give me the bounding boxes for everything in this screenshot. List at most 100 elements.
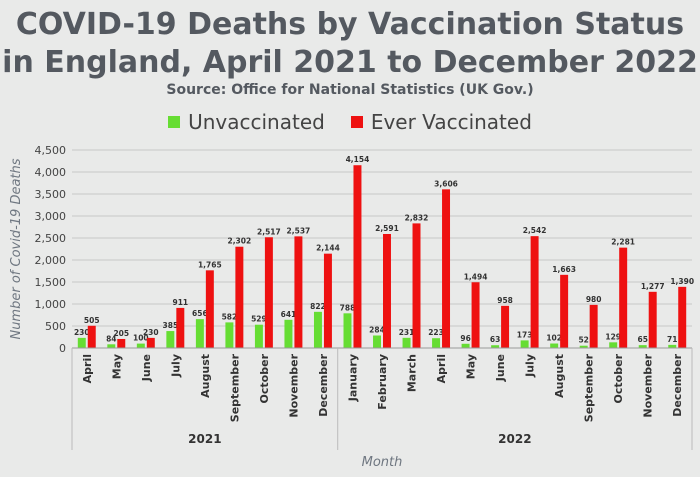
bar-unvaccinated (461, 343, 470, 348)
x-tick-label: September (583, 353, 596, 422)
x-tick-label: June (140, 354, 153, 382)
data-label-unvaccinated: 230 (74, 328, 90, 337)
data-label-ever-vaccinated: 205 (113, 329, 129, 338)
chart-legend: Unvaccinated Ever Vaccinated (0, 110, 700, 134)
legend-label-unvaccinated: Unvaccinated (188, 110, 325, 134)
data-label-ever-vaccinated: 2,591 (375, 224, 399, 233)
x-tick-label: April (435, 354, 448, 383)
y-axis-label: Number of Covid-19 Deaths (9, 158, 24, 339)
bar-ever-vaccinated (383, 233, 391, 348)
x-tick-label: August (553, 354, 566, 398)
bar-unvaccinated (668, 344, 677, 348)
bar-unvaccinated (77, 337, 86, 348)
data-label-ever-vaccinated: 230 (143, 328, 159, 337)
bar-unvaccinated (520, 340, 529, 348)
x-tick-label: March (406, 354, 419, 392)
bar-unvaccinated (373, 335, 381, 348)
bar-unvaccinated (254, 324, 263, 348)
data-label-unvaccinated: 223 (428, 328, 444, 337)
bar-unvaccinated (638, 345, 647, 348)
legend-swatch-unvaccinated (168, 116, 181, 128)
x-tick-label: December (317, 353, 330, 416)
chart-title: COVID-19 Deaths by Vaccination Status in… (2, 7, 698, 80)
legend-swatch-ever-vaccinated (350, 116, 363, 128)
data-label-ever-vaccinated: 2,537 (287, 226, 311, 235)
data-label-unvaccinated: 529 (251, 315, 267, 324)
bar-unvaccinated (491, 345, 500, 348)
x-tick-label: October (258, 353, 271, 403)
data-label-ever-vaccinated: 2,832 (405, 213, 429, 222)
bar-ever-vaccinated (264, 237, 273, 348)
x-tick-label: July (524, 354, 537, 378)
bar-ever-vaccinated (146, 337, 155, 348)
data-label-unvaccinated: 84 (106, 334, 116, 343)
bar-ever-vaccinated (294, 236, 303, 348)
data-label-ever-vaccinated: 958 (497, 296, 513, 305)
x-tick-label: February (376, 354, 389, 410)
bar-ever-vaccinated (619, 247, 628, 348)
y-tick-label: 500 (45, 320, 66, 333)
data-label-unvaccinated: 71 (667, 335, 677, 344)
year-group-label: 2022 (498, 432, 531, 446)
data-label-ever-vaccinated: 3,606 (434, 179, 458, 188)
bar-ever-vaccinated (353, 165, 362, 348)
bar-unvaccinated (579, 345, 588, 348)
bar-ever-vaccinated (117, 338, 126, 348)
y-tick-label: 2,000 (35, 254, 67, 267)
y-tick-label: 4,500 (35, 144, 67, 157)
data-label-ever-vaccinated: 2,144 (316, 244, 340, 253)
data-label-unvaccinated: 173 (517, 330, 533, 339)
x-tick-label: May (465, 354, 478, 379)
x-tick-label: December (671, 353, 684, 416)
data-label-unvaccinated: 656 (192, 309, 208, 318)
year-group-label: 2021 (188, 432, 221, 446)
data-label-ever-vaccinated: 2,542 (523, 226, 547, 235)
bar-ever-vaccinated (678, 286, 687, 348)
y-tick-label: 1,000 (35, 298, 67, 311)
x-tick-label: January (346, 354, 359, 402)
data-label-ever-vaccinated: 1,494 (464, 272, 488, 281)
x-tick-label: June (494, 354, 507, 382)
data-label-unvaccinated: 385 (163, 321, 179, 330)
data-label-unvaccinated: 102 (546, 334, 562, 343)
data-label-unvaccinated: 52 (578, 336, 588, 345)
data-label-ever-vaccinated: 911 (172, 298, 188, 307)
legend-item-ever-vaccinated: Ever Vaccinated (350, 110, 532, 134)
x-tick-label: November (287, 353, 300, 417)
bar-unvaccinated (136, 343, 145, 348)
bar-ever-vaccinated (471, 282, 480, 348)
data-label-ever-vaccinated: 1,277 (641, 282, 665, 291)
x-axis-label: Month (362, 455, 403, 470)
legend-label-ever-vaccinated: Ever Vaccinated (370, 110, 532, 134)
bar-unvaccinated (402, 337, 411, 348)
data-label-unvaccinated: 129 (605, 332, 621, 341)
bar-unvaccinated (432, 338, 441, 348)
legend-item-unvaccinated: Unvaccinated (168, 110, 325, 134)
data-label-ever-vaccinated: 4,154 (346, 155, 370, 164)
bar-unvaccinated (343, 313, 352, 348)
data-label-unvaccinated: 231 (399, 328, 415, 337)
bar-ever-vaccinated (412, 223, 421, 348)
data-label-unvaccinated: 582 (222, 312, 238, 321)
data-label-unvaccinated: 822 (310, 302, 326, 311)
y-tick-label: 1,500 (35, 276, 67, 289)
data-label-ever-vaccinated: 980 (586, 295, 602, 304)
bar-ever-vaccinated (87, 325, 96, 348)
bar-ever-vaccinated (442, 189, 451, 348)
data-label-unvaccinated: 63 (490, 335, 500, 344)
data-label-ever-vaccinated: 505 (84, 316, 100, 325)
x-tick-label: April (81, 354, 94, 383)
bar-ever-vaccinated (176, 307, 185, 348)
bar-ever-vaccinated (648, 291, 657, 348)
data-label-unvaccinated: 100 (133, 334, 149, 343)
y-tick-label: 0 (59, 342, 66, 355)
bar-unvaccinated (609, 342, 618, 348)
x-tick-label: August (199, 354, 212, 398)
data-label-ever-vaccinated: 2,281 (611, 238, 635, 247)
bar-unvaccinated (107, 344, 116, 348)
data-label-unvaccinated: 641 (281, 310, 297, 319)
y-tick-label: 3,000 (35, 210, 67, 223)
data-label-unvaccinated: 284 (369, 326, 385, 335)
chart-subtitle: Source: Office for National Statistics (… (166, 82, 534, 98)
